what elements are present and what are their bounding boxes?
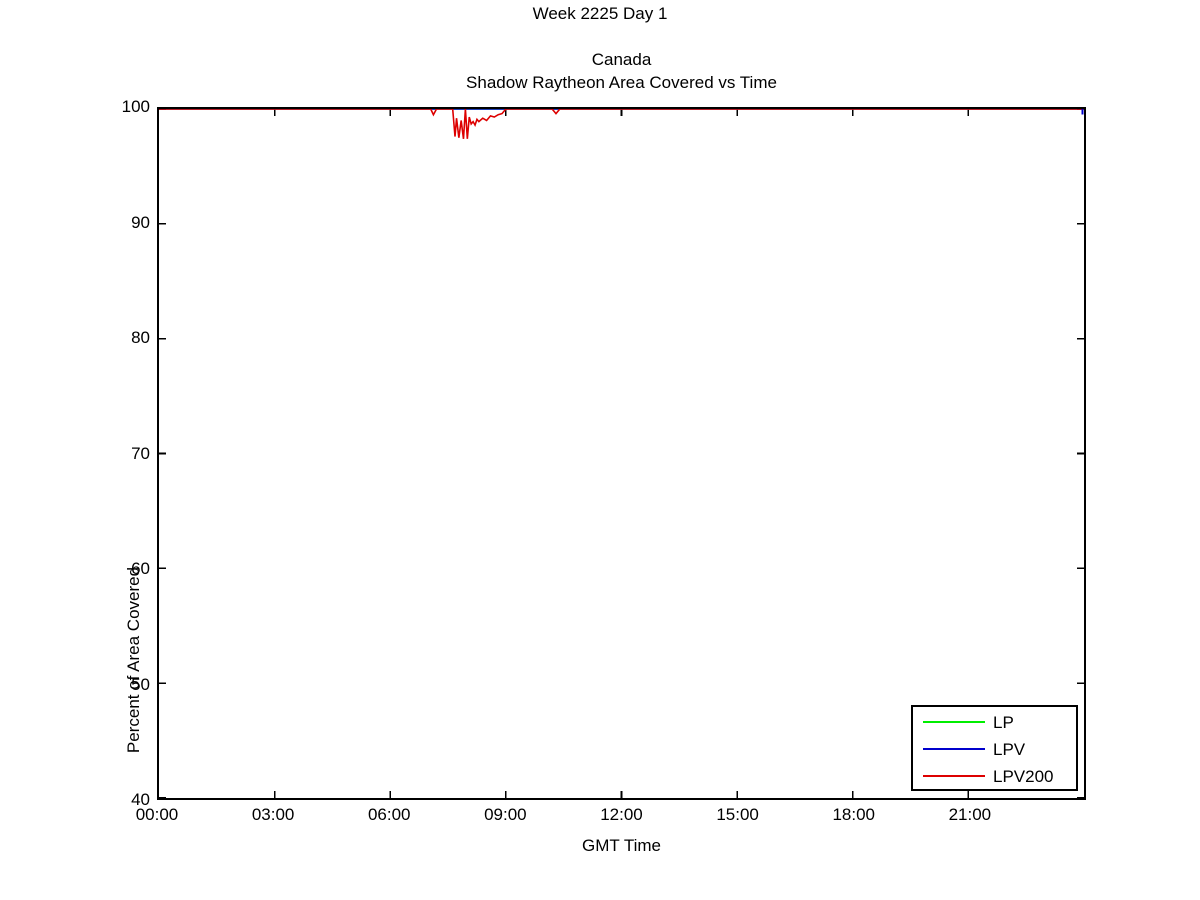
x-tick-label: 21:00	[948, 805, 992, 824]
legend-item-lpv200[interactable]: LPV200	[913, 762, 1076, 790]
legend-color-swatch	[923, 748, 985, 750]
legend-color-swatch	[923, 775, 985, 777]
figure-suptitle: Week 2225 Day 1	[532, 4, 668, 23]
x-tick-label: 00:00	[135, 805, 179, 824]
x-axis-tick-labels: 00:00 03:00 06:00 09:00 12:00 15:00 18:00 21:00	[136, 805, 1086, 830]
legend-color-swatch	[923, 721, 985, 723]
chart-title-line2: Shadow Raytheon Area Covered vs Time	[466, 73, 777, 92]
chart-title-line1: Canada	[591, 50, 652, 69]
plot-area	[157, 107, 1086, 800]
x-tick-label: 06:00	[367, 805, 411, 824]
y-axis-tick-labels: 40 50 60 70 80 90 100	[85, 98, 150, 808]
legend-item-lpv[interactable]: LPV	[913, 735, 1076, 763]
y-tick-label: 80	[131, 328, 150, 347]
x-tick-label: 09:00	[484, 805, 527, 824]
y-tick-label: 50	[131, 674, 150, 694]
series-canvas	[159, 109, 1084, 798]
x-tick-label: 12:00	[600, 805, 643, 824]
y-tick-label: 60	[131, 559, 150, 578]
x-tick-label: 03:00	[251, 805, 295, 824]
y-tick-label: 40	[131, 790, 150, 809]
legend-item-lp[interactable]: LP	[913, 708, 1076, 736]
legend-label: LPV200	[993, 766, 1054, 786]
x-axis-label: GMT Time	[581, 836, 662, 855]
x-tick-label: 15:00	[716, 805, 759, 824]
chart-title: Canada Shadow Raytheon Area Covered vs T…	[157, 48, 1086, 94]
y-tick-label: 70	[131, 443, 150, 463]
series-line-lpv200	[159, 109, 1084, 139]
legend-label: LP	[993, 712, 1014, 732]
y-tick-label: 100	[121, 97, 150, 116]
y-tick-label: 90	[131, 212, 150, 232]
legend-label: LPV	[993, 739, 1026, 759]
x-tick-label: 18:00	[832, 805, 876, 824]
legend-box[interactable]: LP LPV LPV200	[911, 705, 1078, 791]
